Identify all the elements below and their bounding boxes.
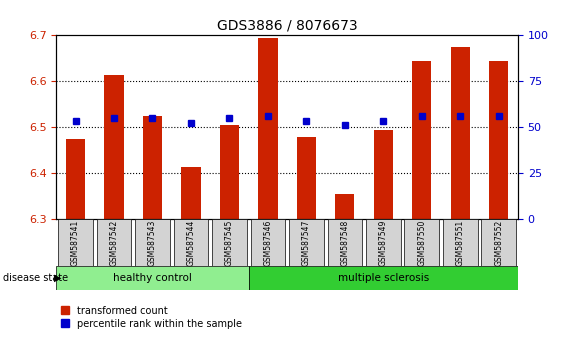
FancyBboxPatch shape <box>251 219 285 266</box>
Bar <box>335 194 355 219</box>
FancyBboxPatch shape <box>328 219 362 266</box>
Bar <box>412 61 431 219</box>
FancyBboxPatch shape <box>212 219 247 266</box>
Text: multiple sclerosis: multiple sclerosis <box>338 273 429 283</box>
Title: GDS3886 / 8076673: GDS3886 / 8076673 <box>217 19 358 33</box>
Text: GSM587546: GSM587546 <box>263 219 272 266</box>
Bar <box>66 139 85 219</box>
FancyBboxPatch shape <box>404 219 439 266</box>
Bar <box>181 166 200 219</box>
Text: ▶: ▶ <box>53 273 61 283</box>
Bar <box>489 61 508 219</box>
Text: GSM587542: GSM587542 <box>110 219 118 266</box>
Legend: transformed count, percentile rank within the sample: transformed count, percentile rank withi… <box>61 306 242 329</box>
Text: GSM587550: GSM587550 <box>417 219 426 266</box>
Text: GSM587545: GSM587545 <box>225 219 234 266</box>
FancyBboxPatch shape <box>289 219 324 266</box>
Bar <box>143 116 162 219</box>
FancyBboxPatch shape <box>481 219 516 266</box>
Bar <box>220 125 239 219</box>
Text: GSM587541: GSM587541 <box>71 219 80 266</box>
FancyBboxPatch shape <box>135 219 170 266</box>
Text: GSM587544: GSM587544 <box>186 219 195 266</box>
FancyBboxPatch shape <box>56 266 249 290</box>
Bar <box>258 38 278 219</box>
Bar <box>297 137 316 219</box>
FancyBboxPatch shape <box>173 219 208 266</box>
FancyBboxPatch shape <box>97 219 131 266</box>
FancyBboxPatch shape <box>366 219 401 266</box>
Text: disease state: disease state <box>3 273 68 283</box>
FancyBboxPatch shape <box>443 219 477 266</box>
Text: GSM587551: GSM587551 <box>456 219 464 266</box>
Text: GSM587549: GSM587549 <box>379 219 388 266</box>
Text: GSM587547: GSM587547 <box>302 219 311 266</box>
Text: GSM587548: GSM587548 <box>341 219 349 266</box>
FancyBboxPatch shape <box>249 266 518 290</box>
Text: GSM587543: GSM587543 <box>148 219 157 266</box>
Bar <box>374 130 393 219</box>
Text: healthy control: healthy control <box>113 273 192 283</box>
Bar <box>450 47 470 219</box>
FancyBboxPatch shape <box>58 219 93 266</box>
Text: GSM587552: GSM587552 <box>494 219 503 266</box>
Bar <box>104 74 124 219</box>
